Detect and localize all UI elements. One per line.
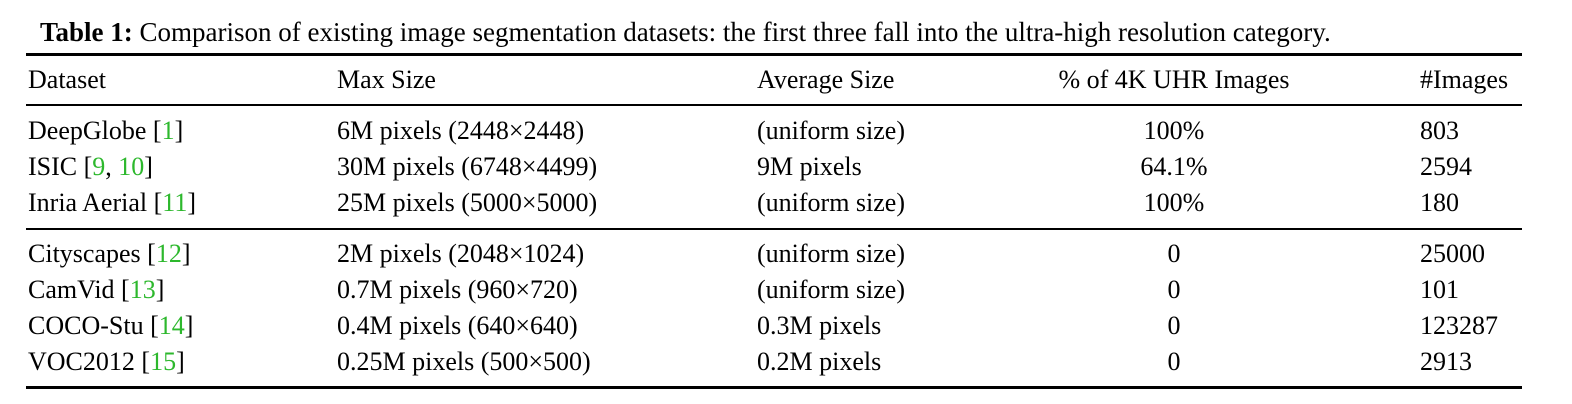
num-images-cell: 123287 bbox=[1420, 311, 1498, 340]
pct-4k-cell: 0 bbox=[1167, 275, 1181, 304]
num-images-cell: 2913 bbox=[1420, 347, 1472, 376]
table-header-rule bbox=[26, 104, 1522, 106]
num-images-cell: 101 bbox=[1420, 275, 1459, 304]
num-images-cell: 180 bbox=[1420, 188, 1459, 217]
dataset-name-cell: ISIC [9, 10] bbox=[28, 152, 153, 181]
citation-link[interactable]: 12 bbox=[155, 239, 182, 268]
table-caption-text: Comparison of existing image segmentatio… bbox=[132, 17, 1331, 47]
dataset-name: CamVid bbox=[28, 275, 115, 304]
pct-4k-cell: 0 bbox=[1167, 239, 1181, 268]
pct-4k-cell: 100% bbox=[1143, 188, 1205, 217]
pct-4k-cell: 0 bbox=[1167, 311, 1181, 340]
average-size-cell: 9M pixels bbox=[757, 152, 862, 181]
dataset-name-cell: COCO-Stu [14] bbox=[28, 311, 194, 340]
num-images-cell: 2594 bbox=[1420, 152, 1472, 181]
header-average-size: Average Size bbox=[757, 65, 895, 94]
num-images-cell: 803 bbox=[1420, 116, 1459, 145]
citation-link[interactable]: 10 bbox=[118, 152, 145, 181]
average-size-cell: (uniform size) bbox=[757, 188, 906, 217]
dataset-name-cell: DeepGlobe [1] bbox=[28, 116, 184, 145]
max-size-cell: 2M pixels (2048×1024) bbox=[337, 239, 585, 268]
header-pct-4k: % of 4K UHR Images bbox=[1058, 65, 1290, 94]
dataset-name: COCO-Stu bbox=[28, 311, 144, 340]
dataset-name-cell: Inria Aerial [11] bbox=[28, 188, 196, 217]
pct-4k-cell: 0 bbox=[1167, 347, 1181, 376]
table-bottom-rule bbox=[26, 386, 1522, 389]
average-size-cell: 0.3M pixels bbox=[757, 311, 882, 340]
pct-4k-cell: 64.1% bbox=[1140, 152, 1208, 181]
citation-link[interactable]: 14 bbox=[158, 311, 185, 340]
dataset-name-cell: Cityscapes [12] bbox=[28, 239, 191, 268]
citation-link[interactable]: 9 bbox=[92, 152, 106, 181]
pct-4k-cell: 100% bbox=[1143, 116, 1205, 145]
max-size-cell: 6M pixels (2448×2448) bbox=[337, 116, 585, 145]
citation-link[interactable]: 15 bbox=[150, 347, 177, 376]
average-size-cell: (uniform size) bbox=[757, 275, 906, 304]
citation-link[interactable]: 11 bbox=[162, 188, 188, 217]
header-max-size: Max Size bbox=[337, 65, 436, 94]
dataset-name-cell: VOC2012 [15] bbox=[28, 347, 185, 376]
table-top-rule bbox=[26, 53, 1522, 56]
average-size-cell: (uniform size) bbox=[757, 239, 906, 268]
citation-link[interactable]: 1 bbox=[161, 116, 175, 145]
header-dataset: Dataset bbox=[28, 65, 106, 94]
num-images-cell: 25000 bbox=[1420, 239, 1485, 268]
max-size-cell: 0.7M pixels (960×720) bbox=[337, 275, 578, 304]
max-size-cell: 30M pixels (6748×4499) bbox=[337, 152, 598, 181]
citation-link[interactable]: 13 bbox=[129, 275, 156, 304]
dataset-name: DeepGlobe bbox=[28, 116, 147, 145]
dataset-name: Inria Aerial bbox=[28, 188, 148, 217]
max-size-cell: 25M pixels (5000×5000) bbox=[337, 188, 598, 217]
max-size-cell: 0.4M pixels (640×640) bbox=[337, 311, 578, 340]
average-size-cell: 0.2M pixels bbox=[757, 347, 882, 376]
dataset-name: VOC2012 bbox=[28, 347, 135, 376]
dataset-name-cell: CamVid [13] bbox=[28, 275, 165, 304]
table-caption: Table 1: Comparison of existing image se… bbox=[40, 12, 1331, 52]
table-caption-label: Table 1: bbox=[40, 17, 133, 47]
dataset-name: ISIC bbox=[28, 152, 78, 181]
table-group-rule bbox=[26, 228, 1522, 230]
header-num-images: #Images bbox=[1420, 65, 1509, 94]
average-size-cell: (uniform size) bbox=[757, 116, 906, 145]
max-size-cell: 0.25M pixels (500×500) bbox=[337, 347, 591, 376]
dataset-name: Cityscapes bbox=[28, 239, 141, 268]
